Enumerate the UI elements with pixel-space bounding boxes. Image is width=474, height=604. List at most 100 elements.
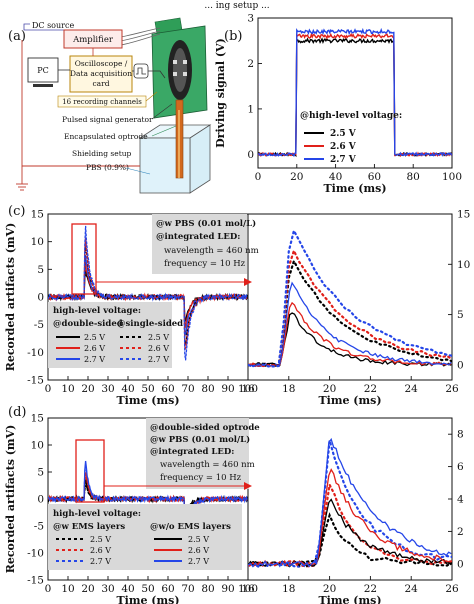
x-axis-label: Time (ms) [116, 594, 179, 604]
legend-c-title: high-level voltage: [53, 306, 141, 316]
y-tick-label: 15 [31, 413, 44, 425]
annotation-c-box [152, 214, 247, 274]
label-pc: PC [37, 66, 49, 75]
channels-box [57, 95, 147, 108]
series-line-2-7-v-single-sided [248, 227, 452, 368]
label-osc-line1: Oscilloscope / [75, 59, 128, 68]
x-tick-label: 80 [407, 171, 420, 183]
x-tick-label: 60 [161, 583, 174, 595]
x-tick-label: 20 [290, 171, 303, 183]
x-tick-label: 40 [329, 171, 342, 183]
legend-c-label-s25: 2.5 V [148, 333, 169, 342]
label-osc-line2: Data acquisition [70, 69, 132, 78]
series-line-2-7-v-w-ems-layers [248, 440, 452, 568]
x-tick-label: 70 [181, 583, 194, 595]
y-tick-label: 0 [37, 494, 44, 506]
zoom-box-c [71, 223, 97, 295]
y-tick-label: 0 [457, 558, 464, 570]
x-tick-label: 60 [368, 171, 381, 183]
x-tick-label: 50 [141, 383, 154, 395]
x-tick-label: 0 [45, 583, 52, 595]
y-tick-label: 0 [37, 292, 44, 304]
overlays: @high-level voltage: 2.5 V 2.6 V 2.7 V @… [48, 111, 402, 570]
label-osc-line3: card [92, 79, 109, 88]
y-tick-label: 0 [457, 359, 464, 371]
y-tick-label: 3 [247, 13, 254, 25]
x-tick-label: 18 [282, 383, 295, 395]
label-pulsed: Pulsed signal generator [62, 115, 153, 124]
pad [173, 72, 177, 76]
x-tick-label: 100 [238, 583, 258, 595]
y-tick-label: 1 [247, 103, 254, 115]
y-axis-label: Driving signal (V) [214, 38, 227, 148]
x-axis-label: Time (ms) [318, 394, 381, 407]
x-tick-label: 16 [241, 583, 255, 595]
x-tick-label: 10 [61, 583, 74, 595]
legend-d: high-level voltage: @w EMS layers @w/o E… [48, 504, 242, 570]
legend-c-box [48, 302, 172, 368]
x-tick-label: 22 [364, 583, 377, 595]
x-tick-label: 80 [201, 583, 214, 595]
y-tick-label: -5 [34, 319, 44, 331]
annotation-d-box [146, 418, 249, 489]
legend-c: high-level voltage: @double-sided @singl… [48, 302, 183, 368]
y-tick-label: 10 [31, 440, 44, 452]
x-tick-label: 20 [81, 383, 94, 395]
y-tick-label: -15 [27, 575, 44, 587]
panel-label-d: (d) [8, 405, 26, 420]
y-tick-label: 2 [457, 526, 464, 538]
x-tick-label: 10 [61, 383, 74, 395]
label-dc-source: DC source [32, 21, 74, 30]
label-optrode: Encapsulated optrode [64, 132, 148, 141]
x-tick-label: 60 [161, 383, 174, 395]
pulse-glyph-icon [136, 67, 146, 75]
y-tick-label: -10 [27, 548, 44, 560]
series-line-2-6-v-w-o-ems-layers [248, 468, 452, 567]
annotation-c-line1: @w PBS (0.01 mol/L) [156, 218, 256, 229]
x-tick-label: 18 [282, 583, 295, 595]
legend-d-title: high-level voltage: [53, 509, 141, 519]
caption-fragment: ... ing setup ... [204, 1, 269, 11]
x-tick-label: 50 [141, 583, 154, 595]
zoom-arrowhead-c [244, 278, 252, 286]
x-tick-label: 90 [221, 383, 234, 395]
x-tick-label: 22 [364, 383, 377, 395]
series-line-2-7-v-single-sided [48, 225, 248, 361]
legend-b-label-27: 2.7 V [330, 155, 357, 165]
label-pbs: PBS (0.9%) [86, 163, 129, 172]
y-tick-label: 0 [247, 149, 254, 161]
y-tick-label: 6 [457, 461, 464, 473]
legend-c-label-s27: 2.7 V [148, 355, 169, 364]
y-tick-label: 15 [457, 209, 470, 221]
y-tick-label: 8 [457, 429, 464, 441]
x-tick-label: 20 [323, 583, 336, 595]
signal-generator-icon [133, 63, 149, 79]
x-tick-label: 70 [181, 383, 194, 395]
series-line-2-5-v-w-ems-layers [248, 512, 452, 568]
optrode-core [173, 48, 187, 92]
annotation-c-line3: wavelength = 460 nm [164, 246, 259, 256]
legend-c-col2: @single-sided [117, 319, 183, 329]
panel-label-b: (b) [224, 29, 242, 44]
chart-driving-signal: 0 20 40 60 80 100 0 1 2 3 Time (ms) Driving signal … [214, 13, 462, 196]
legend-d-label-o27: 2.7 V [188, 557, 209, 566]
series-line-2-7-v-double-sided [248, 281, 452, 368]
x-tick-label: 0 [255, 171, 262, 183]
x-tick-label: 40 [121, 583, 134, 595]
pad [183, 72, 187, 76]
legend-d-col1: @w EMS layers [53, 522, 125, 532]
series-line-2-5-v-single-sided [248, 258, 452, 368]
x-tick-label: 24 [405, 583, 419, 595]
annotation-d-line5: frequency = 10 Hz [160, 473, 242, 483]
y-tick-label: 15 [31, 209, 44, 221]
y-axis-label: Recorded artifacts (mV) [4, 425, 17, 574]
annotation-d-line1: @double-sided optrode [150, 423, 260, 433]
y-tick-label: 2 [247, 58, 254, 70]
legend-c-label-d27: 2.7 V [84, 355, 105, 364]
pad [173, 60, 177, 64]
y-tick-label: 10 [31, 236, 44, 248]
y-tick-label: -5 [34, 521, 44, 533]
legend-c-label-d26: 2.6 V [84, 344, 105, 353]
zoom-box-d [75, 439, 105, 503]
y-tick-label: 4 [457, 494, 464, 506]
